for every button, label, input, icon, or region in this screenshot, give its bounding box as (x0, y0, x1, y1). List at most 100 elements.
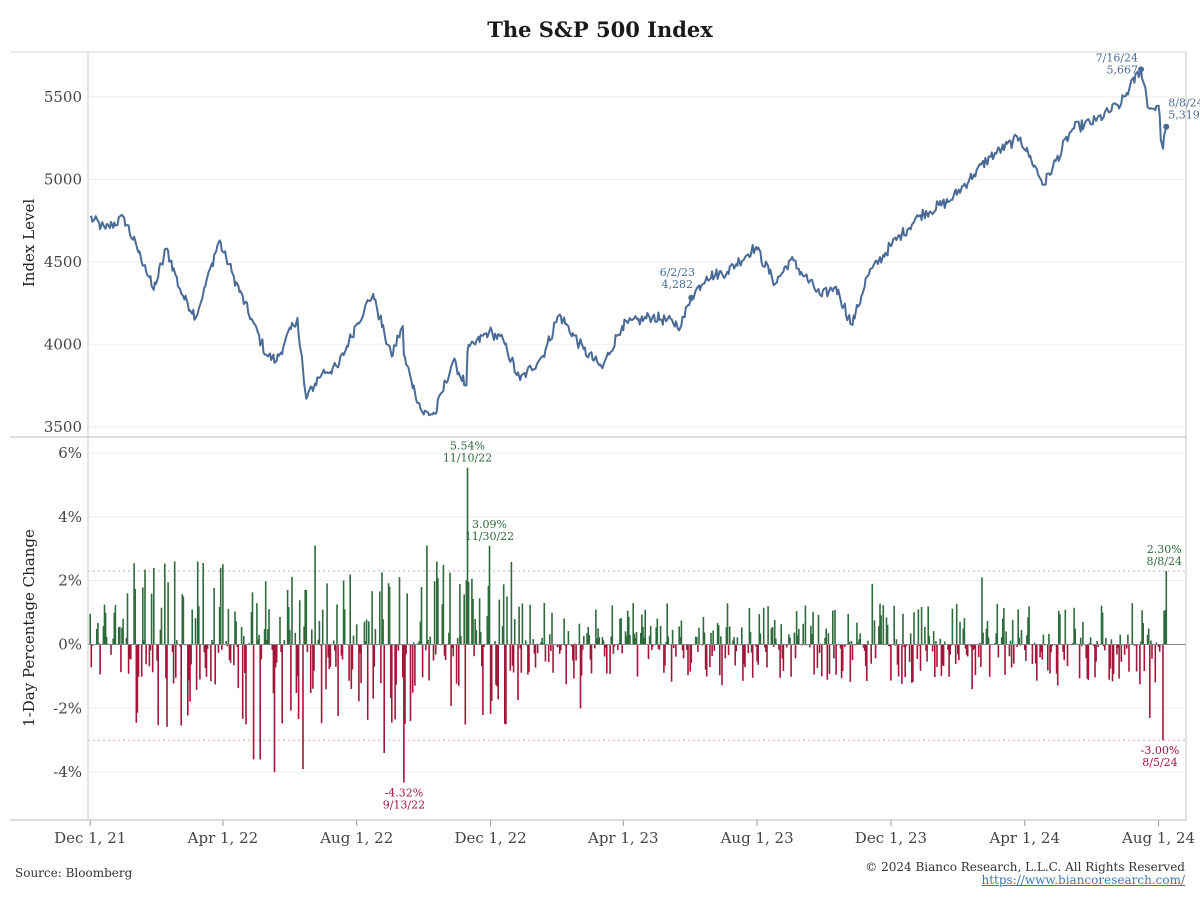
daily-change-bar (414, 644, 416, 686)
daily-change-bar (1004, 644, 1006, 675)
daily-change-bar (818, 644, 821, 653)
daily-change-bar (1025, 644, 1027, 661)
daily-change-bar (1162, 644, 1164, 741)
daily-change-bar (190, 644, 192, 665)
daily-change-bar (336, 604, 338, 645)
daily-change-bar (617, 644, 619, 650)
daily-change-bar (863, 644, 866, 651)
daily-change-bar (96, 628, 98, 645)
index-level-line (89, 68, 1168, 417)
bottom-y-tick-label: 6% (58, 444, 82, 462)
daily-change-bar (758, 614, 761, 645)
daily-change-bar (458, 644, 460, 686)
daily-change-bar (742, 644, 744, 681)
daily-change-bar (890, 644, 892, 681)
daily-change-bar (950, 644, 953, 646)
daily-change-bar (857, 642, 859, 645)
daily-change-bar (280, 644, 282, 653)
daily-change-bar (311, 629, 313, 645)
daily-change-bar (234, 611, 236, 645)
daily-change-bar (747, 644, 750, 654)
daily-change-bar (486, 616, 489, 645)
daily-change-bar (697, 644, 699, 652)
website-link[interactable]: https://www.biancoresearch.com/ (981, 873, 1185, 887)
daily-change-bar (460, 635, 462, 645)
daily-change-bar (488, 545, 491, 645)
daily-change-bar (1085, 644, 1087, 659)
daily-change-bar (727, 644, 730, 656)
daily-change-bar (188, 644, 190, 681)
daily-change-bar (798, 628, 800, 645)
daily-change-bar (113, 612, 116, 645)
daily-change-bar (176, 640, 178, 645)
daily-change-bar (337, 644, 339, 716)
daily-change-bar (235, 621, 237, 645)
daily-change-bar (658, 644, 661, 650)
daily-change-bar (395, 644, 397, 685)
bottom-annotation: 5.54%11/10/22 (443, 440, 492, 465)
daily-change-bar (940, 644, 943, 676)
daily-change-bar (733, 637, 735, 645)
daily-change-bar (257, 639, 259, 645)
daily-change-bar (228, 644, 231, 661)
daily-change-bar (996, 604, 999, 645)
top-annotation: 7/16/245,667 (1096, 51, 1138, 76)
annotation-date: 11/10/22 (443, 452, 492, 465)
daily-change-bar (236, 644, 238, 647)
daily-change-bar (744, 644, 746, 668)
daily-change-bar (558, 644, 561, 654)
daily-change-bar (510, 562, 513, 645)
daily-change-bar (834, 610, 836, 645)
daily-change-bar (632, 603, 634, 645)
daily-change-bar (586, 633, 588, 645)
daily-change-bar (886, 624, 889, 645)
daily-change-bar (985, 628, 988, 645)
daily-change-bar (795, 611, 798, 645)
daily-change-bar (1058, 610, 1060, 645)
daily-change-bar (1055, 644, 1058, 674)
daily-change-bar (943, 641, 946, 645)
daily-change-bar (296, 644, 299, 677)
daily-change-bar (471, 578, 473, 645)
daily-change-bar (196, 561, 199, 645)
daily-change-bar (696, 637, 698, 645)
daily-change-bar (490, 644, 493, 701)
daily-change-bar (867, 640, 869, 645)
daily-change-bar (517, 644, 519, 701)
daily-change-bar (179, 644, 181, 647)
bottom-annotation: 2.30%8/8/24 (1147, 543, 1182, 568)
daily-change-bar (267, 629, 269, 645)
daily-change-bar (939, 638, 942, 645)
daily-change-bar (518, 606, 520, 645)
daily-change-bar (1126, 644, 1128, 649)
daily-change-bar (295, 644, 298, 693)
daily-change-bar (725, 627, 728, 645)
daily-change-bar (455, 644, 458, 684)
daily-change-bar (1042, 634, 1045, 645)
daily-change-bar (1128, 644, 1130, 672)
top-y-tick-label: 4500 (44, 253, 82, 271)
annotation-value: 2.30% (1147, 543, 1182, 556)
daily-change-bar (982, 632, 984, 645)
daily-change-bar (640, 632, 642, 645)
daily-change-bar (1000, 637, 1003, 645)
bottom-annotation: -4.32%9/13/22 (383, 786, 425, 811)
daily-change-bar (588, 635, 591, 645)
daily-change-bar (909, 633, 912, 645)
annotation-value: -4.32% (385, 786, 424, 799)
daily-change-bar (926, 644, 928, 662)
daily-change-bar (383, 644, 385, 753)
daily-change-bar (314, 545, 316, 645)
daily-change-bar (402, 644, 404, 678)
daily-change-bar (342, 580, 345, 645)
x-tick-label: Apr 1, 24 (988, 829, 1060, 847)
daily-change-bar (665, 642, 667, 645)
daily-change-bar (679, 637, 682, 645)
daily-change-bar (719, 644, 721, 676)
daily-change-bar (287, 607, 290, 645)
daily-change-bar (250, 612, 253, 645)
daily-change-bar (1110, 639, 1113, 645)
daily-change-bar (241, 644, 244, 719)
daily-change-bar (974, 644, 977, 675)
daily-change-bar (205, 644, 208, 677)
